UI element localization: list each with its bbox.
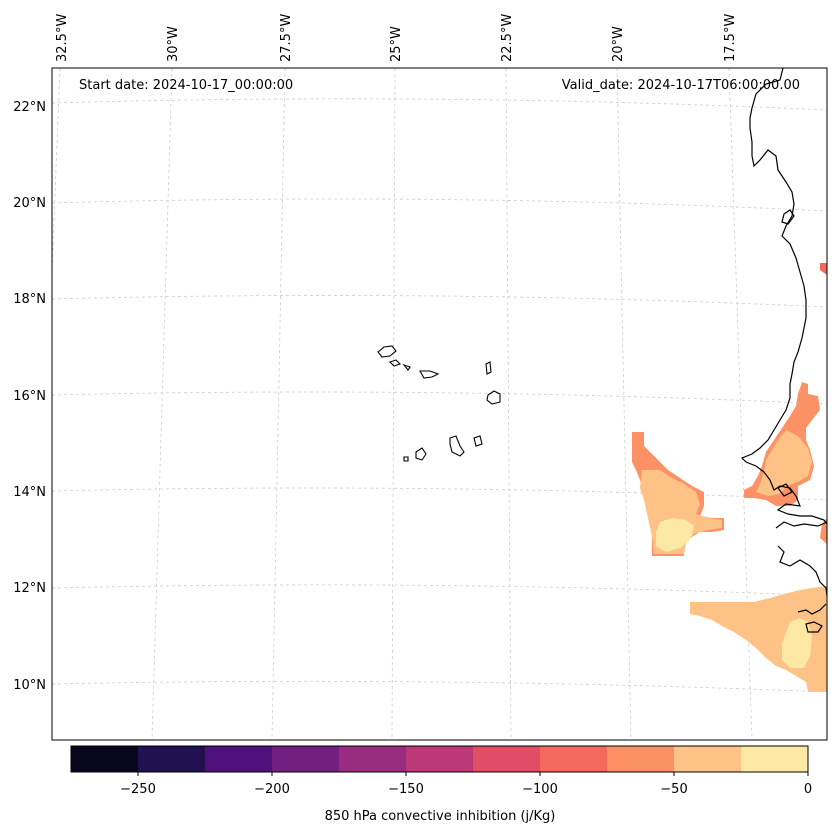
lon-label: 25°W <box>389 26 404 62</box>
colorbar-segment <box>674 746 742 772</box>
colorbar-segment <box>205 746 273 772</box>
coastline-segment <box>805 621 823 633</box>
lat-label: 14°N <box>13 485 46 500</box>
colorbar <box>70 745 809 776</box>
colorbar-segment <box>71 746 139 772</box>
lat-label: 10°N <box>13 678 46 693</box>
contour-fill <box>656 518 694 552</box>
lat-label: 18°N <box>13 292 46 307</box>
lon-label: 32.5°W <box>55 14 70 62</box>
valid-date-label: Valid_date: 2024-10-17T06:00:00.00 <box>561 78 800 93</box>
colorbar-segment <box>406 746 474 772</box>
cape-verde-islands <box>377 345 501 462</box>
contour-fill <box>782 618 812 668</box>
lon-label: 30°W <box>166 26 181 62</box>
colorbar-segment <box>607 746 675 772</box>
lat-label: 16°N <box>13 389 46 404</box>
colorbar-tick-label: −150 <box>388 782 424 797</box>
coastlines <box>740 67 828 633</box>
colorbar-border <box>70 745 809 773</box>
colorbar-segment <box>473 746 541 772</box>
contour-fill <box>820 263 827 275</box>
lat-label: 12°N <box>13 581 46 596</box>
coastline-segment <box>797 603 827 615</box>
lon-labels: 32.5°W 30°W 27.5°W 25°W 22.5°W 20°W 17.5… <box>55 14 738 62</box>
contour-fill <box>820 518 827 544</box>
lat-labels: 22°N 20°N 18°N 16°N 14°N 12°N 10°N <box>13 100 46 693</box>
lon-label: 17.5°W <box>723 14 738 62</box>
colorbar-tick-labels: −250 −200 −150 −100 −50 0 <box>120 782 812 797</box>
lat-label: 20°N <box>13 196 46 211</box>
lat-label: 22°N <box>13 100 46 115</box>
colorbar-tick-label: −250 <box>120 782 156 797</box>
colorbar-label: 850 hPa convective inhibition (j/Kg) <box>324 809 556 824</box>
coastline-segment <box>781 209 795 225</box>
colorbar-segment <box>138 746 206 772</box>
coastline-segment <box>775 521 828 529</box>
colorbar-tick-label: 0 <box>804 782 812 797</box>
map-frame-border <box>51 67 828 741</box>
lon-label: 27.5°W <box>279 14 294 62</box>
coastline-segment <box>777 483 793 497</box>
colorbar-tick-label: −100 <box>522 782 558 797</box>
colorbar-segment <box>741 746 809 772</box>
africa-coastline <box>740 67 828 525</box>
lon-label: 20°W <box>611 26 626 62</box>
map-background <box>52 68 827 740</box>
colorbar-tick-label: −200 <box>254 782 290 797</box>
lon-label: 22.5°W <box>500 14 515 62</box>
graticule <box>51 67 828 741</box>
coastline-segment <box>777 545 828 597</box>
colorbar-tick-label: −50 <box>660 782 687 797</box>
start-date-label: Start date: 2024-10-17_00:00:00 <box>79 78 294 93</box>
colorbar-segment <box>272 746 340 772</box>
colorbar-segment <box>339 746 407 772</box>
colorbar-segment <box>540 746 608 772</box>
